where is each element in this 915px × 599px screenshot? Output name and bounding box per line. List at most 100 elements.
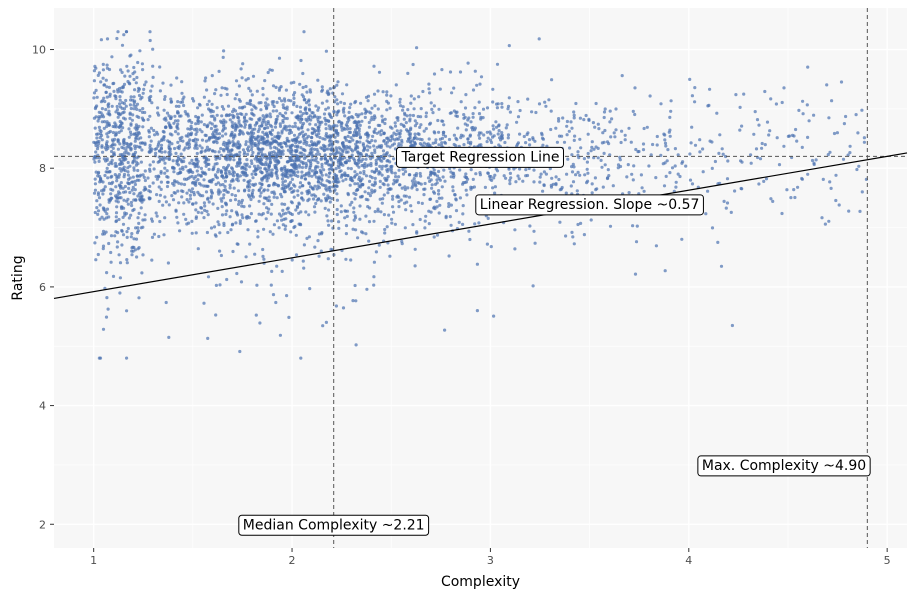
data-point [277,88,281,92]
data-point [316,161,320,165]
data-point [565,172,569,176]
data-point [389,94,393,98]
data-point [734,93,738,97]
data-point [223,179,227,183]
data-point [317,175,321,179]
data-point [576,150,580,154]
data-point [280,187,284,191]
data-point [385,99,389,103]
data-point [369,164,373,168]
data-point [357,127,361,131]
data-point [440,141,444,145]
data-point [602,151,606,155]
data-point [202,301,206,305]
data-point [725,177,730,181]
data-point [105,63,109,67]
data-point [238,157,242,161]
data-point [280,99,284,103]
data-point [662,132,666,136]
data-point [275,264,279,268]
data-point [401,105,405,109]
data-point [354,343,358,347]
data-point [95,235,99,239]
data-point [354,228,358,232]
data-point [464,172,468,176]
data-point [373,176,377,180]
data-point [406,71,410,75]
data-point [373,182,377,186]
data-point [378,123,382,128]
data-point [96,252,100,257]
data-point [516,115,521,119]
data-point [427,87,431,91]
data-point [194,174,198,179]
data-point [296,144,300,148]
data-point [394,83,398,87]
data-point [397,168,401,172]
data-point [344,257,348,261]
x-tick-label: 1 [90,554,97,567]
data-point [385,140,389,144]
data-point [329,157,333,161]
data-point [153,133,157,137]
data-point [491,186,495,190]
data-point [590,191,594,195]
data-point [233,194,238,198]
data-point [212,225,217,229]
data-point [629,140,633,144]
data-point [104,170,108,174]
data-point [755,118,760,122]
data-point [357,132,361,136]
data-point [238,221,242,225]
data-point [265,171,269,175]
data-point [135,107,139,111]
data-point [325,179,329,183]
data-point [208,147,212,151]
data-point [290,149,294,153]
data-point [100,189,104,193]
data-point [223,86,227,90]
data-point [241,216,245,220]
data-point [187,200,191,204]
data-point [296,174,300,178]
x-tick-label: 2 [289,554,296,567]
data-point [111,146,115,150]
data-point [217,223,221,227]
data-point [283,173,287,177]
data-point [113,234,117,238]
data-point [401,172,406,176]
data-point [372,170,377,174]
data-point [255,89,259,93]
data-point [283,126,287,130]
data-point [528,224,532,228]
data-point [720,147,724,151]
data-point [606,168,610,172]
data-point [216,181,220,185]
data-point [325,135,329,139]
data-point [258,321,262,325]
data-point [281,120,285,124]
data-point [285,116,289,121]
data-point [538,180,542,184]
data-point [513,247,517,251]
data-point [114,194,118,198]
data-point [348,203,352,207]
data-point [119,68,123,72]
data-point [116,111,120,115]
data-point [271,84,276,88]
y-tick-label: 4 [39,400,46,413]
data-point [139,198,143,202]
data-point [111,188,115,192]
data-point [385,159,389,163]
data-point [157,199,161,203]
data-point [343,160,347,164]
data-point [207,138,211,142]
data-point [424,214,428,218]
data-point [602,110,607,114]
data-point [237,84,241,88]
data-point [415,46,419,50]
data-point [382,131,386,135]
data-point [119,196,123,200]
data-point [251,188,255,192]
